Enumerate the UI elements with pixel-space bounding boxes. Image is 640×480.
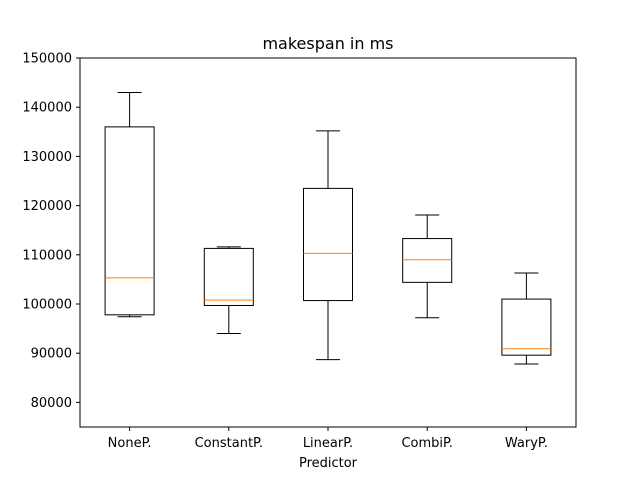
y-tick-label: 130000 <box>22 150 72 165</box>
y-tick-label: 110000 <box>22 248 72 263</box>
x-tick-label: WaryP. <box>505 436 548 451</box>
box-linearp <box>303 130 353 361</box>
box-body <box>402 238 453 283</box>
y-tick-label: 100000 <box>22 298 72 313</box>
box-body <box>303 187 353 302</box>
plot-area <box>104 91 552 365</box>
y-tick-label: 90000 <box>31 347 72 362</box>
chart-title: makespan in ms <box>262 34 393 53</box>
y-tick-label: 150000 <box>22 52 72 67</box>
x-axis-label: Predictor <box>299 456 358 471</box>
y-tick-label: 140000 <box>22 101 72 116</box>
box-combip <box>402 214 453 319</box>
x-tick-label: LinearP. <box>303 436 353 451</box>
box-nonep <box>104 91 155 318</box>
y-tick-label: 80000 <box>31 396 72 411</box>
box-body <box>203 247 254 306</box>
x-tick-label: ConstantP. <box>195 436 263 451</box>
x-tick-label: NoneP. <box>108 436 152 451</box>
box-waryp <box>501 272 552 365</box>
box-body <box>501 298 552 356</box>
x-tick-label: CombiP. <box>401 436 453 451</box>
box-body <box>104 126 155 316</box>
box-constantp <box>203 246 254 335</box>
y-tick-label: 120000 <box>22 199 72 214</box>
